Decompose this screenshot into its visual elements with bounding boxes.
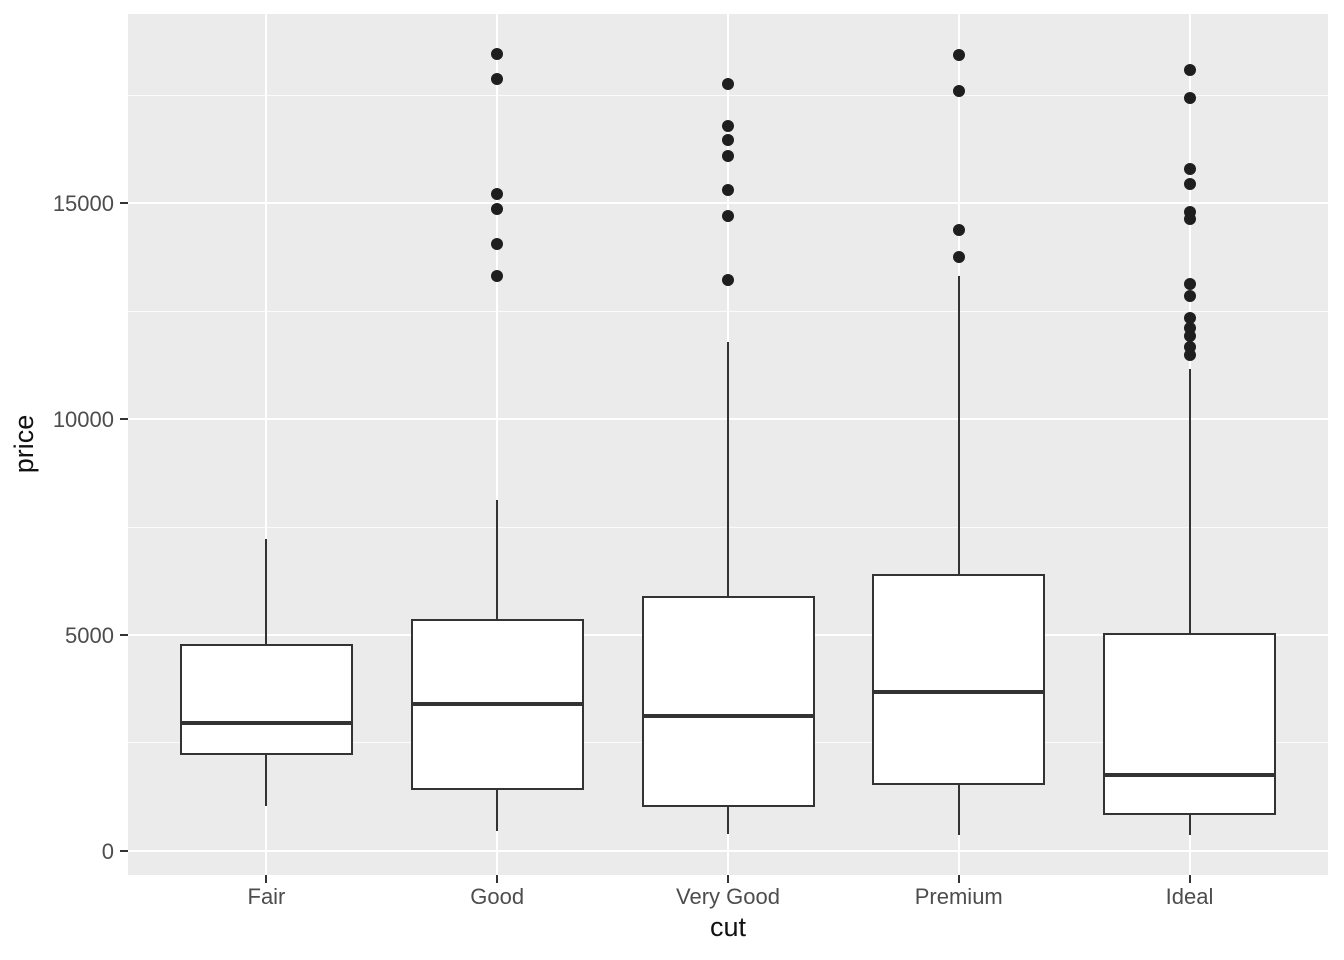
outlier-point bbox=[722, 183, 734, 196]
y-tick-label: 15000 bbox=[52, 191, 114, 217]
boxplot-median bbox=[641, 713, 815, 718]
boxplot-whisker-lower bbox=[496, 789, 499, 831]
outlier-point bbox=[952, 224, 965, 237]
outlier-point bbox=[1183, 311, 1196, 324]
outlier-point bbox=[722, 134, 734, 147]
outlier-point bbox=[491, 72, 504, 85]
outlier-point bbox=[491, 203, 504, 216]
boxplot-box bbox=[1103, 632, 1277, 815]
boxplot-whisker-lower bbox=[727, 806, 729, 834]
outlier-point bbox=[952, 250, 965, 263]
outlier-point bbox=[1183, 290, 1196, 303]
outlier-point bbox=[1183, 341, 1196, 354]
x-axis-title: cut bbox=[709, 912, 747, 942]
outlier-point bbox=[1183, 162, 1196, 175]
outlier-point bbox=[1183, 91, 1196, 104]
boxplot-box bbox=[872, 574, 1046, 785]
boxplot-median bbox=[179, 721, 353, 726]
boxplot-whisker-upper bbox=[1188, 368, 1191, 633]
y-tick-mark bbox=[120, 634, 128, 637]
x-tick-mark bbox=[496, 875, 499, 883]
x-tick-label: Premium bbox=[914, 884, 1003, 909]
boxplot-whisker-lower bbox=[1188, 814, 1191, 836]
boxplot-median bbox=[410, 702, 584, 707]
outlier-point bbox=[722, 150, 734, 163]
outlier-point bbox=[491, 48, 504, 61]
x-tick-mark bbox=[727, 875, 729, 883]
boxplot-whisker-upper bbox=[496, 499, 499, 620]
outlier-point bbox=[722, 119, 734, 132]
x-tick-mark bbox=[265, 875, 268, 883]
outlier-point bbox=[491, 187, 504, 200]
y-tick-mark bbox=[120, 418, 128, 421]
outlier-point bbox=[1183, 321, 1196, 334]
boxplot-whisker-upper bbox=[727, 342, 729, 597]
x-tick-label: Very Good bbox=[676, 884, 780, 909]
y-tick-label: 5000 bbox=[65, 623, 114, 649]
outlier-point bbox=[491, 238, 504, 251]
boxplot-whisker-lower bbox=[957, 784, 960, 835]
x-tick-mark bbox=[957, 875, 960, 883]
outlier-point bbox=[1183, 277, 1196, 290]
outlier-point bbox=[722, 77, 734, 90]
x-grid-major bbox=[265, 14, 268, 875]
y-axis-title: price bbox=[9, 414, 39, 474]
boxplot-whisker-lower bbox=[265, 755, 268, 806]
x-grid-major bbox=[496, 14, 499, 875]
boxplot-box bbox=[641, 596, 815, 807]
boxplot-whisker-upper bbox=[265, 538, 268, 644]
x-tick-label: Ideal bbox=[1165, 884, 1214, 909]
outlier-point bbox=[491, 269, 504, 282]
boxplot-whisker-upper bbox=[957, 275, 960, 575]
outlier-point bbox=[952, 49, 965, 61]
x-tick-mark bbox=[1188, 875, 1191, 883]
y-tick-mark bbox=[120, 202, 128, 205]
x-tick-label: Fair bbox=[247, 884, 286, 909]
outlier-point bbox=[952, 84, 965, 97]
x-tick-label: Good bbox=[470, 884, 525, 909]
boxplot-median bbox=[1103, 772, 1277, 777]
outlier-point bbox=[1183, 178, 1196, 191]
boxplot-box bbox=[179, 643, 353, 755]
y-tick-mark bbox=[120, 849, 128, 852]
y-tick-label: 10000 bbox=[52, 407, 114, 433]
y-tick-label: 0 bbox=[101, 838, 114, 864]
outlier-point bbox=[1183, 206, 1196, 219]
outlier-point bbox=[722, 274, 734, 287]
outlier-point bbox=[722, 209, 734, 222]
outlier-point bbox=[1183, 63, 1196, 76]
boxplot-median bbox=[872, 690, 1046, 694]
